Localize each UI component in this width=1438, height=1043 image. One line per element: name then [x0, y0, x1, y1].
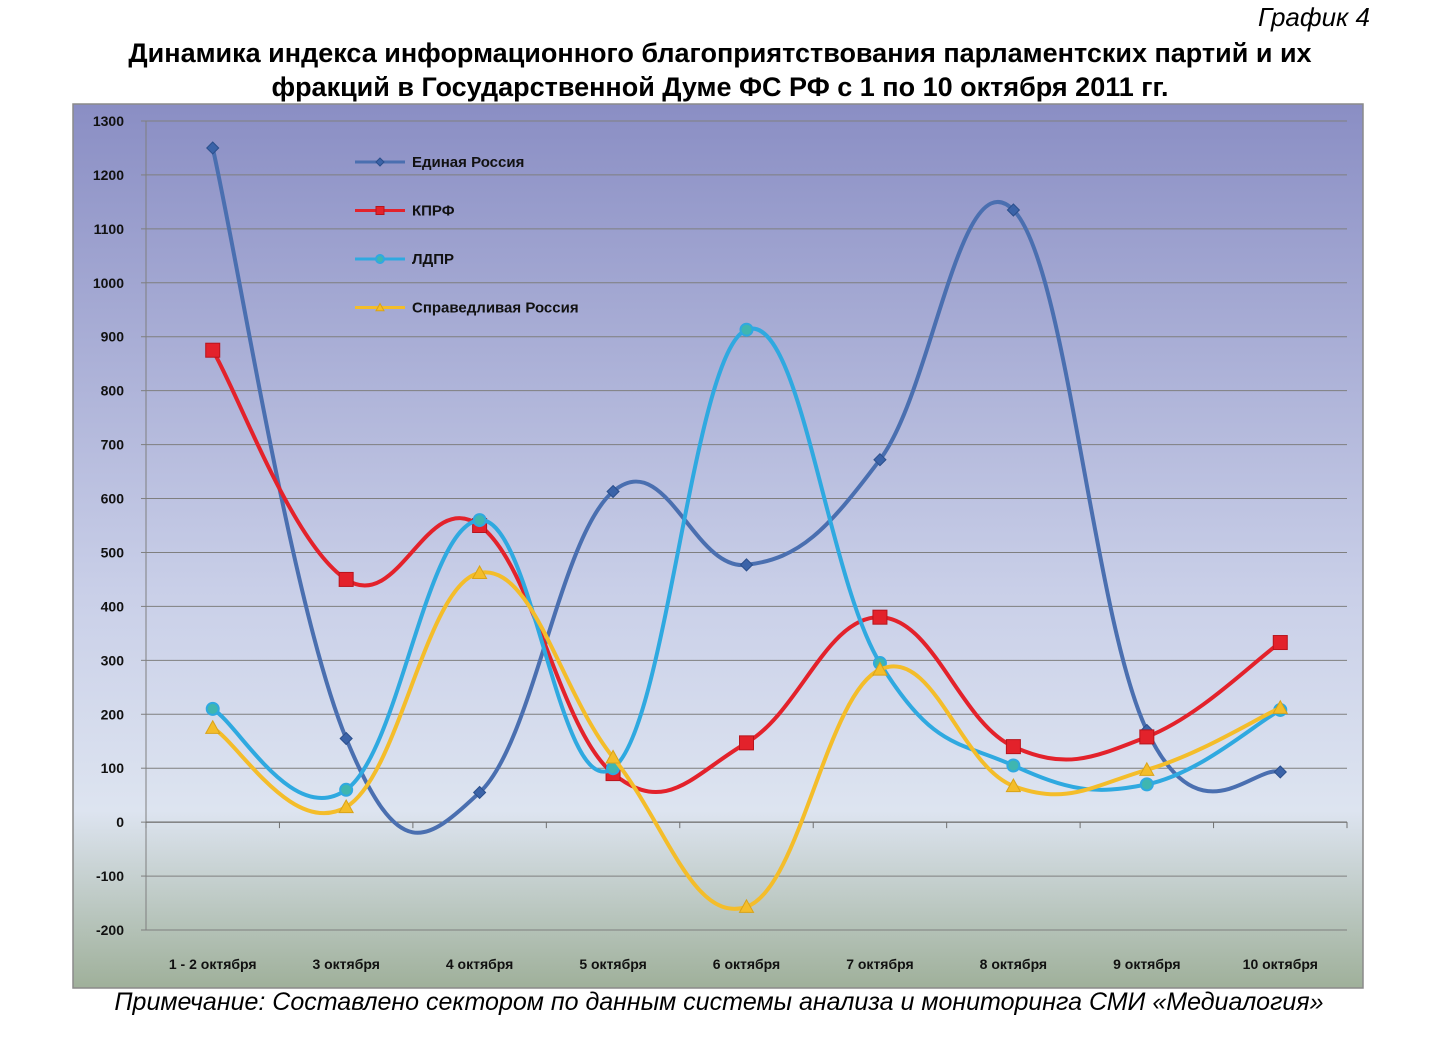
y-tick-label: 1300	[93, 113, 124, 129]
legend-item: ЛДПР	[355, 251, 454, 268]
y-tick-label: 300	[101, 652, 125, 668]
x-tick-label: 4 октября	[446, 956, 513, 972]
data-point	[204, 719, 221, 734]
source-note: Примечание: Составлено сектором по данны…	[114, 988, 1324, 1016]
y-tick-label: 0	[116, 814, 124, 830]
legend-item: Единая Россия	[355, 154, 524, 171]
legend-swatch-marker	[375, 206, 385, 215]
data-point	[738, 898, 755, 913]
data-point	[873, 452, 887, 467]
legend: Единая Россия КПРФ ЛДПР Справедливая Россия	[355, 154, 579, 317]
legend-item: КПРФ	[355, 203, 455, 220]
y-tick-label: 1200	[93, 167, 124, 183]
legend-label: КПРФ	[412, 203, 455, 220]
y-tick-label: -200	[96, 922, 124, 938]
data-point	[1138, 761, 1155, 776]
y-tick-label: 200	[101, 706, 125, 722]
legend-label: Единая Россия	[412, 154, 524, 171]
data-point	[739, 558, 754, 572]
x-tick-label: 9 октября	[1113, 956, 1180, 972]
data-point	[472, 785, 487, 800]
x-tick-label: 6 октября	[713, 956, 780, 972]
chart-title-line-1: Динамика индекса информационного благопр…	[128, 38, 1312, 68]
data-point	[739, 735, 754, 751]
y-tick-label: 400	[101, 598, 125, 614]
data-point	[339, 731, 353, 746]
series-2	[205, 342, 1288, 794]
chart-title-line-2: фракций в Государственной Думе ФС РФ с 1…	[271, 72, 1169, 102]
data-point	[471, 564, 488, 580]
data-point	[338, 571, 354, 587]
y-tick-label: 600	[101, 491, 125, 507]
data-point	[872, 609, 888, 625]
legend-item: Справедливая Россия	[355, 300, 579, 317]
y-tick-label: 800	[101, 383, 125, 399]
series-line	[210, 570, 1283, 911]
series-4	[204, 564, 1289, 913]
y-tick-label: 1000	[93, 275, 124, 291]
data-point	[1272, 635, 1288, 651]
legend-swatch-marker	[375, 302, 385, 312]
x-tick-label: 3 октября	[312, 956, 379, 972]
x-tick-label: 10 октября	[1243, 956, 1318, 972]
data-point	[338, 799, 355, 814]
series-3	[205, 322, 1288, 800]
x-tick-label: 5 октября	[579, 956, 646, 972]
x-tick-label: 8 октября	[980, 956, 1047, 972]
data-point	[205, 342, 221, 358]
data-point	[1005, 739, 1021, 755]
data-point	[1006, 203, 1021, 217]
legend-swatch-marker	[375, 254, 385, 264]
data-point	[605, 749, 621, 764]
legend-swatch-marker	[375, 157, 385, 167]
legend-label: ЛДПР	[412, 251, 454, 268]
y-tick-label: 500	[101, 544, 125, 560]
data-point	[1005, 777, 1022, 793]
chart-area-background	[72, 103, 1364, 989]
axes: -200 -100 0 100 200 300 400 500 600 700 800 900 1000…	[93, 113, 1348, 972]
y-tick-label: 1100	[94, 221, 125, 237]
data-point	[872, 661, 888, 676]
data-point	[1139, 729, 1155, 745]
x-tick-label: 1 - 2 октября	[169, 956, 257, 972]
x-tick-label: 7 октября	[846, 956, 913, 972]
data-point	[206, 141, 220, 155]
graph-number-label: График 4	[1257, 2, 1370, 32]
data-point	[1006, 758, 1021, 773]
series-line	[210, 348, 1283, 794]
data-point	[606, 484, 620, 499]
chart-title: Динамика индекса информационного благопр…	[40, 36, 1400, 104]
series-line	[210, 326, 1283, 800]
series-lines	[204, 141, 1289, 913]
y-tick-label: -100	[96, 868, 124, 884]
series-1	[206, 141, 1287, 835]
legend-label: Справедливая Россия	[412, 300, 579, 317]
data-point	[1139, 777, 1154, 792]
y-tick-label: 100	[101, 760, 125, 776]
data-point	[339, 782, 354, 797]
data-point	[1272, 699, 1289, 714]
data-point	[472, 513, 487, 528]
data-point	[205, 701, 220, 716]
data-point	[739, 322, 754, 337]
y-tick-label: 900	[101, 329, 125, 345]
y-tick-label: 700	[101, 437, 125, 453]
data-point	[1273, 765, 1287, 779]
